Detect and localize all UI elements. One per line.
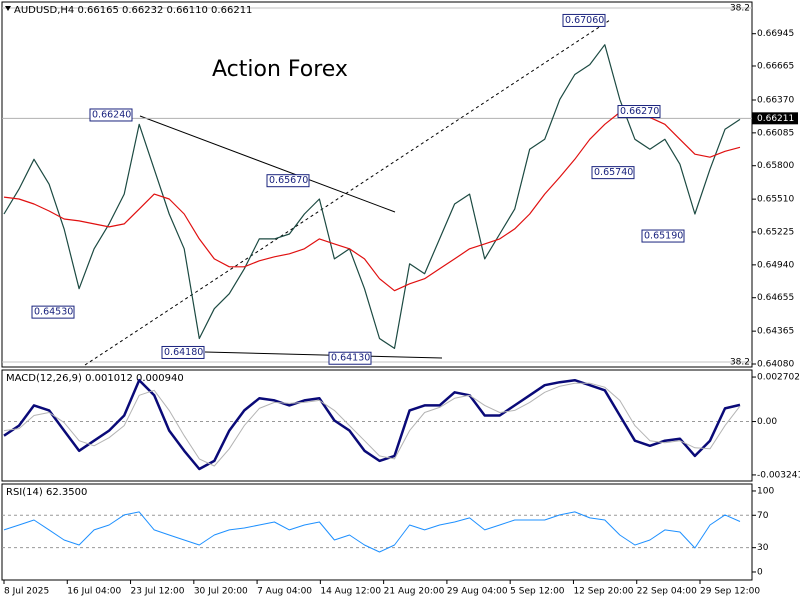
price-label: 0.67060: [565, 15, 604, 26]
x-tick-label: 5 Sep 12:00: [510, 587, 565, 597]
y-tick-label: 0: [757, 567, 763, 577]
x-tick-label: 8 Jul 2025: [4, 587, 49, 597]
macd-header: MACD(12,26,9) 0.001012 0.000940: [6, 373, 184, 384]
x-tick-label: 12 Sep 20:00: [573, 587, 633, 597]
price-panel: [1, 1, 753, 368]
x-tick-label: 16 Jul 04:00: [67, 587, 121, 597]
x-tick-label: 29 Aug 04:00: [447, 587, 508, 597]
y-tick-label: -0.003241: [757, 470, 800, 480]
y-tick-label: 0.64365: [757, 327, 794, 337]
watermark: Action Forex: [212, 57, 348, 82]
price-label-box: [617, 105, 661, 119]
x-tick-label: 7 Aug 04:00: [257, 587, 312, 597]
price-label: 0.64530: [34, 307, 73, 318]
price-label: 0.65190: [644, 231, 683, 242]
series-line: [3, 44, 741, 349]
y-tick-label: 70: [757, 511, 769, 521]
trend-line: [84, 19, 611, 366]
x-tick-label: 23 Jul 12:00: [131, 587, 185, 597]
price-label: 0.64130: [331, 353, 370, 364]
price-label: 0.65740: [594, 167, 633, 178]
trend-line: [139, 115, 396, 213]
price-label-box: [328, 351, 372, 365]
price-label: 0.66270: [620, 106, 659, 117]
price-label-box: [562, 13, 606, 27]
x-tick-label: 30 Jul 20:00: [194, 587, 248, 597]
price-label: 0.66240: [92, 109, 131, 120]
price-label-box: [266, 174, 310, 188]
trend-line: [204, 351, 443, 359]
x-tick-label: 22 Sep 04:00: [637, 587, 697, 597]
y-tick-label: 0.66665: [757, 61, 794, 71]
price-label-box: [591, 166, 635, 180]
y-tick-label: 0.00: [757, 417, 777, 427]
rsi-panel: [1, 483, 753, 581]
symbol-header: AUDUSD,H4 0.66165 0.66232 0.66110 0.6621…: [14, 5, 252, 16]
menu-icon[interactable]: [5, 6, 11, 11]
current-price-box: [752, 112, 798, 125]
price-label-box: [641, 229, 685, 243]
price-label: 0.65670: [269, 175, 308, 186]
price-label-box: [31, 305, 75, 319]
series-line: [3, 378, 741, 471]
price-label: 0.64180: [164, 347, 203, 358]
series-line: [3, 382, 741, 467]
y-tick-label: 0.66945: [757, 29, 794, 39]
y-tick-label: 0.002702: [757, 373, 800, 383]
x-tick-label: 14 Aug 12:00: [320, 587, 381, 597]
y-tick-label: 0.65800: [757, 161, 794, 171]
rsi-header: RSI(14) 62.3500: [6, 487, 87, 498]
y-tick-label: 0.66085: [757, 128, 794, 138]
y-tick-label: 30: [757, 543, 769, 553]
y-tick-label: 0.64080: [757, 360, 794, 370]
price-label-box: [89, 108, 133, 122]
y-tick-label: 0.64940: [757, 260, 794, 270]
macd-panel: [1, 369, 753, 482]
y-tick-label: 100: [757, 486, 774, 496]
series-line: [3, 511, 741, 553]
x-tick-label: 21 Aug 20:00: [384, 587, 445, 597]
y-tick-label: 0.65510: [757, 195, 794, 205]
fib-label: 38.2: [730, 4, 750, 14]
current-price-label: 0.66211: [757, 114, 794, 124]
y-tick-label: 0.64655: [757, 293, 794, 303]
fib-label: 38.2: [730, 358, 750, 368]
series-line: [3, 111, 741, 292]
y-tick-label: 0.65225: [757, 227, 794, 237]
price-label-box: [161, 345, 205, 359]
x-tick-label: 29 Sep 12:00: [700, 587, 760, 597]
y-tick-label: 0.66370: [757, 95, 794, 105]
